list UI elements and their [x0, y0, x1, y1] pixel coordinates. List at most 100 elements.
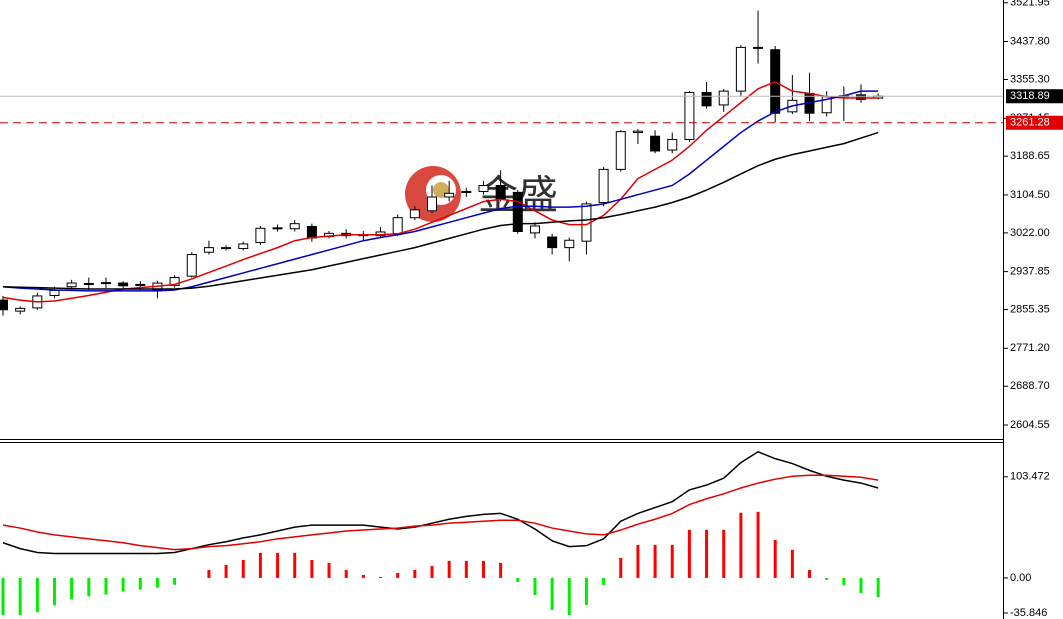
y-tick-label: 3437.80	[1010, 35, 1050, 47]
y-tick-label: 3188.65	[1010, 150, 1050, 162]
histogram-bar	[739, 512, 743, 578]
macd-line	[2, 474, 879, 551]
histogram-bar	[825, 577, 829, 580]
candle-body	[169, 277, 180, 286]
candle-body	[272, 227, 283, 230]
candle-body	[478, 184, 489, 192]
moving-average	[2, 81, 879, 303]
candle-body	[529, 225, 540, 234]
candle-body	[564, 239, 575, 249]
histogram-bar	[173, 577, 177, 585]
candle-body	[83, 283, 94, 286]
histogram-bar	[121, 577, 125, 592]
histogram-bar	[35, 577, 39, 613]
y-tick-label: 2771.20	[1010, 342, 1050, 354]
candle-body	[461, 190, 472, 193]
histogram-bar	[790, 549, 794, 578]
histogram-bar	[1, 577, 5, 616]
y-tick-label: 2604.55	[1010, 419, 1050, 431]
macd-line	[2, 450, 879, 555]
histogram-bar	[722, 529, 726, 578]
candle-body	[118, 282, 129, 287]
histogram-bar	[773, 539, 777, 578]
candle-body	[289, 223, 300, 230]
y-tick-label: 3355.30	[1010, 73, 1050, 85]
candle-body	[306, 225, 317, 239]
histogram-bar	[464, 560, 468, 578]
histogram-bar	[18, 577, 22, 616]
y-tick-label: 3521.95	[1010, 0, 1050, 9]
y-tick-label: 2937.85	[1010, 266, 1050, 278]
candle-body	[392, 217, 403, 235]
candle-body	[547, 236, 558, 249]
histogram-bar	[138, 577, 142, 590]
candle-body	[753, 46, 764, 49]
candle-body	[701, 92, 712, 107]
candle-body	[444, 192, 455, 198]
y-tick-label: 2855.35	[1010, 303, 1050, 315]
histogram-bar	[533, 577, 537, 595]
candle-body	[238, 243, 249, 250]
histogram-bar	[155, 577, 159, 588]
candle-body	[632, 130, 643, 134]
histogram-bar	[842, 577, 846, 585]
y-tick-label: 2688.70	[1010, 380, 1050, 392]
histogram-bar	[859, 577, 863, 593]
histogram-bar	[516, 577, 520, 582]
y-tick-label: -35.846	[1010, 607, 1047, 619]
candle-body	[0, 299, 8, 311]
candle-body	[856, 94, 866, 100]
candle-body	[221, 247, 232, 250]
candle-body	[203, 247, 214, 253]
candle-body	[598, 168, 609, 204]
candle-body	[684, 92, 695, 140]
alert-price-box	[1006, 115, 1063, 130]
histogram-bar	[52, 577, 56, 606]
histogram-bar	[653, 544, 657, 578]
histogram-bar	[70, 577, 74, 600]
histogram-bar	[344, 569, 348, 578]
histogram-bar	[87, 577, 91, 597]
histogram-bar	[224, 564, 228, 578]
candle-body	[49, 289, 60, 296]
histogram-bar	[550, 577, 554, 611]
histogram-bar	[602, 577, 606, 585]
y-tick-label: 3022.00	[1010, 227, 1050, 239]
histogram-bar	[276, 552, 280, 578]
candle-body	[186, 254, 197, 277]
histogram-bar	[481, 560, 485, 578]
histogram-bar	[499, 562, 503, 578]
y-tick-label: 3104.50	[1010, 189, 1050, 201]
y-tick-label: 0.00	[1010, 572, 1031, 584]
histogram-bar	[430, 565, 434, 578]
histogram-bar	[396, 572, 400, 578]
histogram-bar	[687, 529, 691, 578]
histogram-bar	[447, 560, 451, 578]
histogram-bar	[705, 529, 709, 578]
candle-body	[718, 90, 729, 106]
candle-body	[735, 46, 746, 92]
candle-body	[15, 307, 26, 312]
histogram-bar	[241, 559, 245, 578]
last-price-box	[1006, 89, 1063, 104]
candle-body	[409, 209, 420, 219]
candle-body	[100, 282, 111, 285]
histogram-bar	[670, 544, 674, 578]
histogram-bar	[567, 577, 571, 615]
candle-body	[255, 227, 266, 244]
histogram-bar	[327, 562, 331, 578]
candle-body	[66, 282, 77, 288]
alert-price-label: 3261.28	[1010, 117, 1050, 129]
moving-average	[2, 90, 879, 292]
histogram-bar	[310, 559, 314, 578]
histogram-bar	[104, 577, 108, 595]
histogram-bar	[756, 511, 760, 578]
candle-body	[650, 135, 661, 152]
y-tick-label: 103.472	[1010, 471, 1050, 483]
candle-body	[667, 138, 678, 151]
candle-body	[615, 131, 626, 170]
candle-body	[512, 191, 523, 233]
histogram-bar	[876, 577, 880, 597]
